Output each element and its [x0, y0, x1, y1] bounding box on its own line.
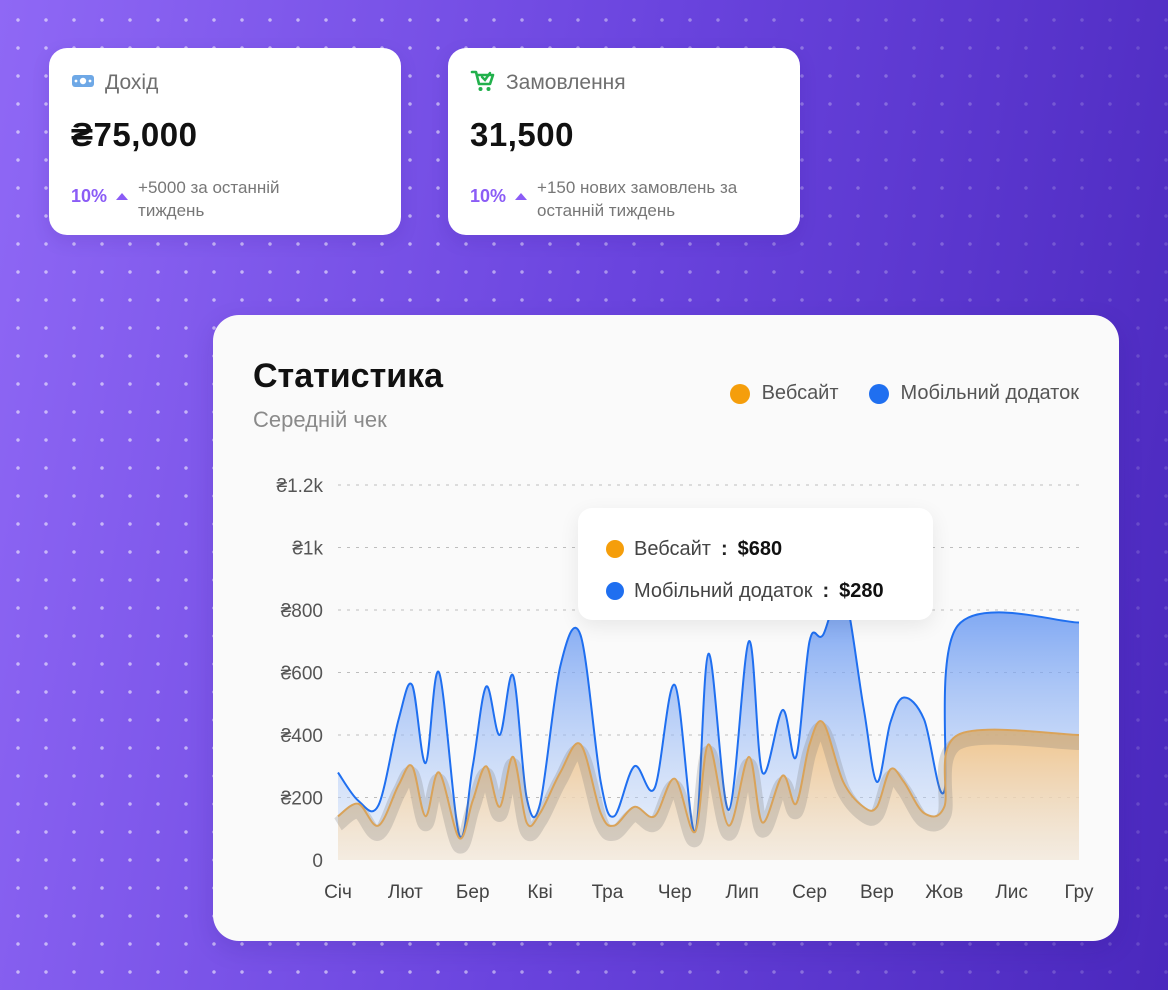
chart-title: Статистика — [253, 357, 444, 395]
change-percent: 10% — [470, 186, 507, 206]
mobile-dot-icon — [606, 582, 624, 600]
series-shadow-website — [333, 722, 1080, 854]
x-tick-label[interactable]: Гру — [1064, 882, 1094, 903]
card-title: Замовлення — [506, 71, 626, 94]
tooltip-label: Вебсайт — [634, 537, 711, 560]
card-value: 31,500 — [470, 116, 574, 153]
note-line: останній тиждень — [537, 201, 676, 220]
change-percent: 10% — [71, 186, 108, 206]
tooltip-separator: : — [720, 537, 728, 560]
y-tick-label: ₴400 — [281, 726, 323, 747]
x-tick-label[interactable]: Чер — [658, 882, 692, 903]
tooltip-label: Мобільний додаток — [634, 579, 813, 602]
card-title: Дохід — [105, 71, 159, 94]
legend-label: Мобільний додаток — [900, 382, 1079, 404]
x-tick-label[interactable]: Сер — [792, 882, 827, 903]
tooltip-row-mobile: Мобільний додаток : $280 — [606, 570, 933, 612]
y-tick-label: ₴200 — [281, 789, 323, 810]
legend-item-website[interactable]: Вебсайт — [729, 382, 839, 405]
series-line-mobile[interactable] — [337, 588, 1080, 839]
x-tick-label[interactable]: Бер — [456, 882, 490, 903]
y-tick-label: ₴1k — [292, 539, 323, 560]
change-note: +150 нових замовлень за останній тиждень — [537, 176, 737, 222]
series-line-website[interactable] — [337, 720, 1080, 840]
y-tick-label: ₴1.2k — [277, 476, 324, 497]
change-note: +5000 за останній тиждень — [138, 176, 280, 222]
mobile-dot-icon — [868, 383, 889, 404]
area-chart[interactable]: ₴1.2k ₴1k ₴800 ₴600 ₴400 ₴200 0 Січ Лют Бер Кві Тр… — [213, 315, 1119, 941]
y-axis: ₴1.2k ₴1k ₴800 ₴600 ₴400 ₴200 0 — [277, 476, 324, 872]
x-tick-label[interactable]: Лис — [995, 882, 1028, 903]
note-line: тиждень — [138, 201, 205, 220]
tooltip-value: $680 — [737, 537, 783, 560]
orders-card: Замовлення 31,500 10% +150 нових замовле… — [448, 48, 800, 235]
legend-label: Вебсайт — [761, 382, 839, 404]
money-icon — [71, 72, 95, 95]
y-tick-label: ₴800 — [281, 601, 323, 622]
x-tick-label[interactable]: Січ — [324, 882, 352, 903]
website-dot-icon — [729, 383, 750, 404]
arrow-up-icon — [515, 193, 528, 200]
arrow-up-icon — [116, 193, 129, 200]
chart-tooltip: Вебсайт : $680 Мобільний додаток : $280 — [578, 508, 933, 620]
x-tick-label[interactable]: Тра — [592, 882, 624, 903]
chart-legend: Вебсайт Мобільний додаток — [729, 382, 1079, 405]
statistics-card: Статистика Середній чек Вебсайт Мобільни… — [213, 315, 1119, 941]
chart-subtitle: Середній чек — [253, 407, 387, 432]
x-tick-label[interactable]: Вер — [860, 882, 894, 903]
website-dot-icon — [606, 540, 624, 558]
series-layer — [333, 588, 1080, 860]
x-tick-label[interactable]: Кві — [527, 882, 552, 903]
x-axis: Січ Лют Бер Кві Тра Чер Лип Сер Вер Жов Лис Гру — [324, 882, 1094, 903]
tooltip-value: $280 — [839, 579, 884, 602]
legend-item-mobile[interactable]: Мобільний додаток — [868, 382, 1079, 405]
tooltip-separator: : — [822, 579, 830, 602]
note-line: +5000 за останній — [138, 178, 280, 197]
y-tick-label: ₴600 — [281, 664, 323, 685]
card-value: ₴75,000 — [71, 116, 198, 153]
revenue-card: Дохід ₴75,000 10% +5000 за останній тижд… — [49, 48, 401, 235]
x-tick-label[interactable]: Жов — [925, 882, 963, 903]
x-tick-label[interactable]: Лип — [725, 882, 758, 903]
cart-icon — [470, 69, 496, 98]
x-tick-label[interactable]: Лют — [388, 882, 423, 903]
y-tick-label: 0 — [312, 851, 323, 872]
series-area-website — [338, 721, 1079, 860]
tooltip-row-website: Вебсайт : $680 — [606, 528, 933, 570]
note-line: +150 нових замовлень за — [537, 178, 738, 197]
